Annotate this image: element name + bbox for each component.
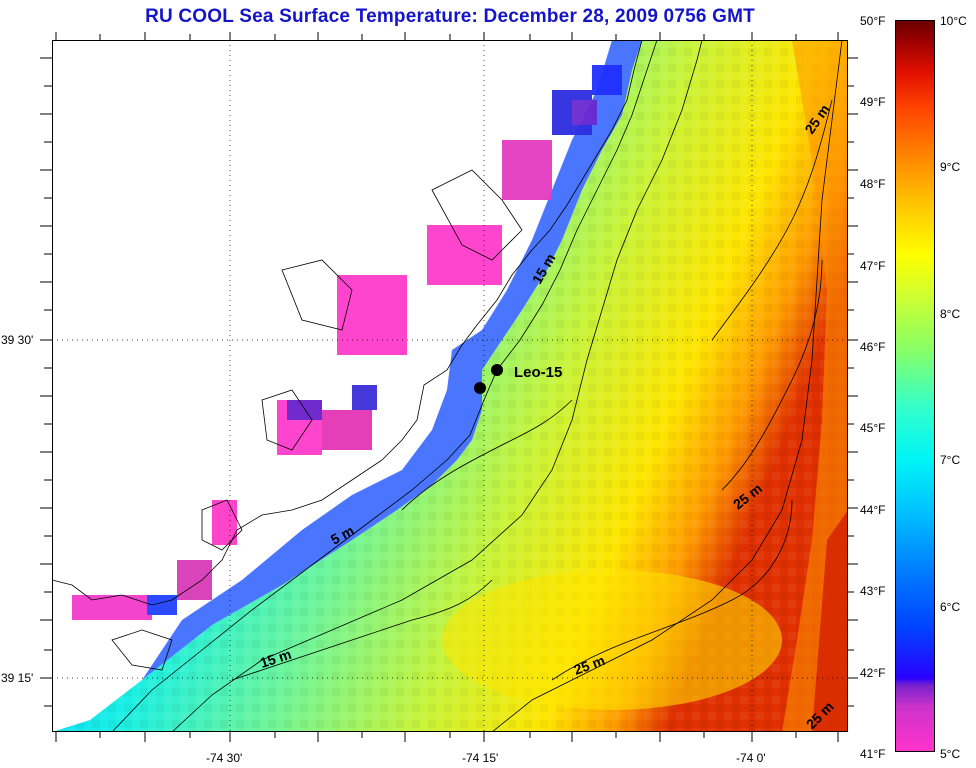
bathymetry-contours bbox=[52, 40, 843, 732]
colorbar-f-label: 49°F bbox=[860, 95, 886, 109]
colorbar-f-label: 48°F bbox=[860, 177, 886, 191]
lon-label: -74 30' bbox=[206, 751, 243, 765]
station-marker-1 bbox=[491, 364, 503, 376]
colorbar-c-label: 10°C bbox=[940, 14, 967, 28]
colorbar-f-label: 47°F bbox=[860, 259, 886, 273]
colorbar-f-label: 44°F bbox=[860, 503, 886, 517]
colorbar-f-label: 50°F bbox=[860, 14, 886, 28]
lon-label: -74 0' bbox=[736, 751, 766, 765]
lon-label: -74 15' bbox=[462, 751, 499, 765]
colorbar-f-label: 43°F bbox=[860, 584, 886, 598]
colorbar-f-label: 46°F bbox=[860, 340, 886, 354]
estuary-pixels bbox=[72, 65, 622, 620]
sst-map[interactable]: 15 m 25 m 5 m 25 m 15 m 25 m 25 m Leo-15 bbox=[52, 40, 848, 732]
colorbar-c-label: 5°C bbox=[940, 747, 961, 761]
colorbar-f-label: 45°F bbox=[860, 421, 886, 435]
map-title: RU COOL Sea Surface Temperature: Decembe… bbox=[145, 6, 755, 27]
lat-label: 39 15' bbox=[1, 671, 34, 685]
colorbar-f-label: 42°F bbox=[860, 666, 886, 680]
colorbar-f-label: 41°F bbox=[860, 747, 886, 761]
station-marker-2 bbox=[474, 382, 486, 394]
colorbar-c-label: 9°C bbox=[940, 160, 961, 174]
colorbar-c-label: 6°C bbox=[940, 600, 961, 614]
station-label: Leo-15 bbox=[514, 364, 562, 381]
colorbar-c-label: 8°C bbox=[940, 307, 961, 321]
colorbar-c-label: 7°C bbox=[940, 453, 961, 467]
leo15-station[interactable]: Leo-15 bbox=[474, 364, 562, 394]
sst-map-svg: 15 m 25 m 5 m 25 m 15 m 25 m 25 m Leo-15 bbox=[52, 40, 848, 732]
temperature-colorbar bbox=[895, 20, 935, 752]
lat-label: 39 30' bbox=[1, 333, 34, 347]
